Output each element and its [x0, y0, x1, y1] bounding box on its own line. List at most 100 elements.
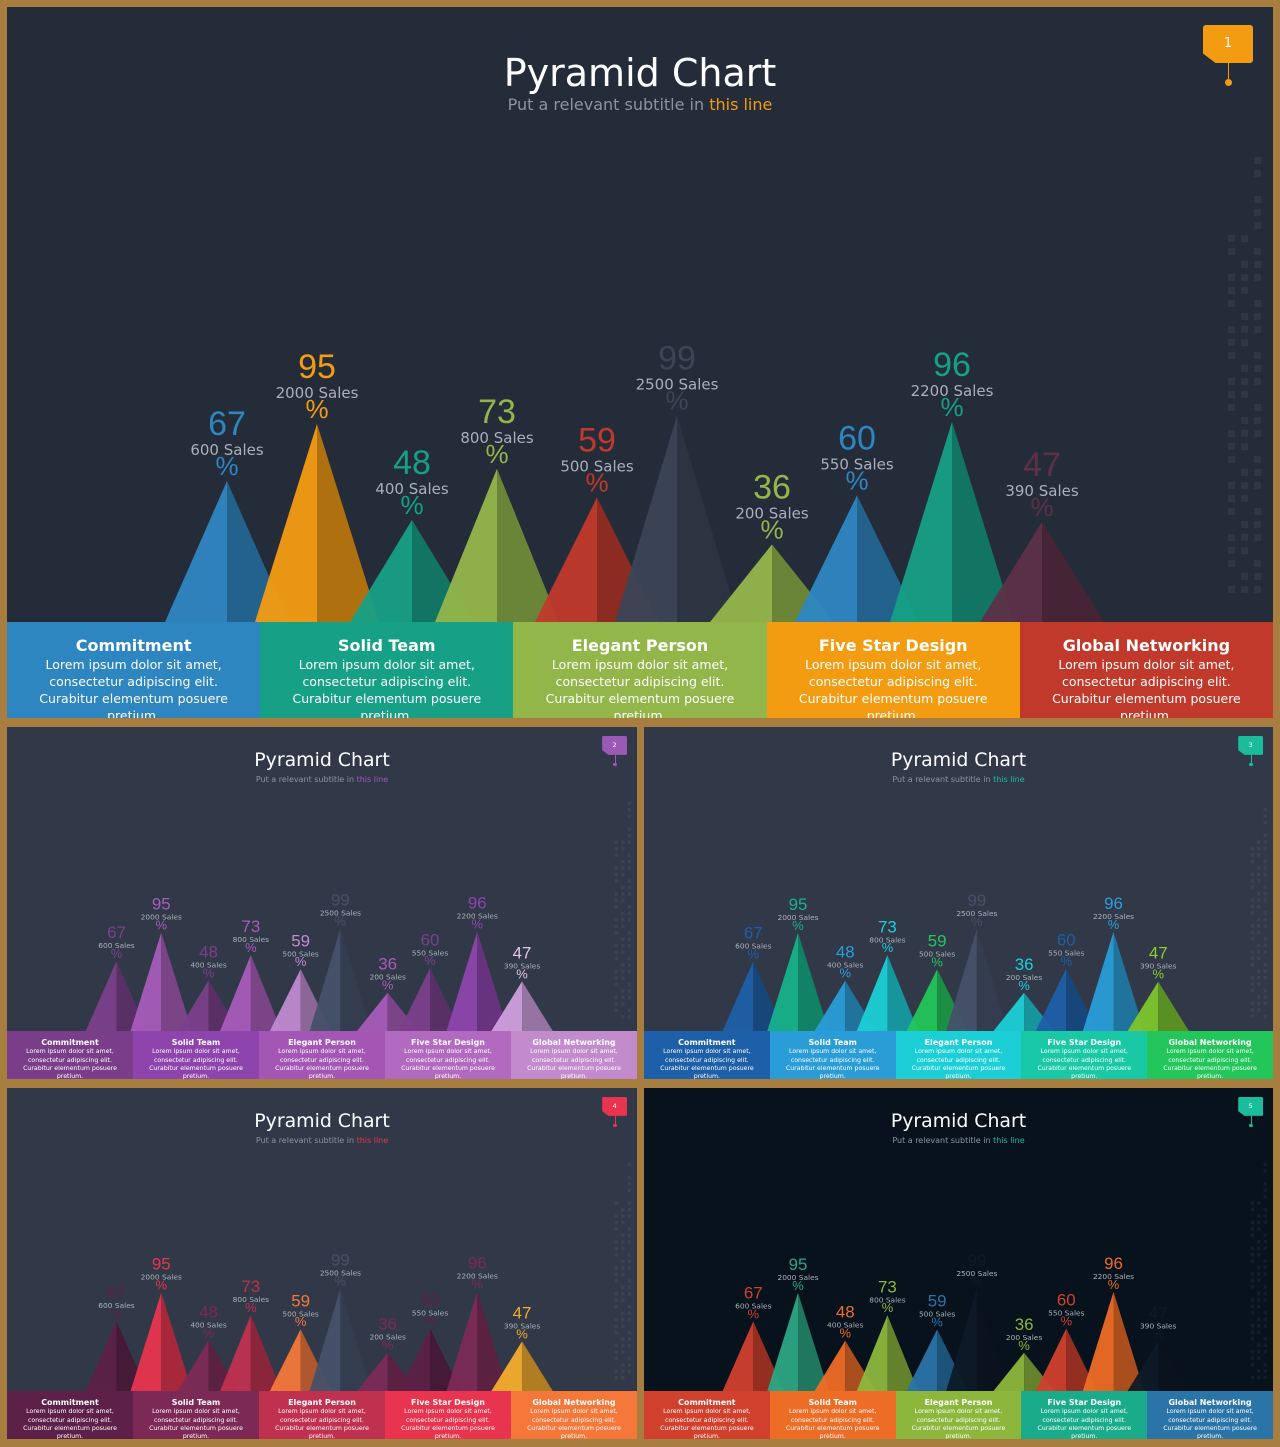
feature-card[interactable]: Five Star Design Lorem ipsum dolor sit am… — [1021, 1391, 1148, 1439]
feature-card[interactable]: Commitment Lorem ipsum dolor sit amet, co… — [7, 1031, 133, 1079]
feature-card[interactable]: Commitment Lorem ipsum dolor sit amet, co… — [7, 622, 261, 718]
pyramid-10 — [1127, 1341, 1190, 1392]
feature-card[interactable]: Five Star Design Lorem ipsum dolor sit am… — [385, 1391, 511, 1439]
slide-thumb-3[interactable]: Pyramid Chart Put a relevant subtitle in … — [644, 727, 1273, 1079]
feature-card[interactable]: Five Star Design Lorem ipsum dolor sit am… — [766, 622, 1020, 718]
pyramid-face-left — [130, 932, 162, 1032]
value-label: 67 — [107, 923, 126, 942]
sales-label: 2000 Sales — [141, 1273, 182, 1282]
pyramid-face-left — [906, 1329, 938, 1392]
card-title: Global Networking — [1062, 636, 1231, 655]
page-title: Pyramid Chart — [890, 748, 1027, 771]
slide-thumb-4[interactable]: Pyramid Chart Put a relevant subtitle in … — [7, 1088, 637, 1439]
feature-card[interactable]: Global Networking Lorem ipsum dolor sit a… — [1147, 1391, 1273, 1439]
card-body: Lorem ipsum dolor sit amet, consectetur … — [798, 657, 988, 718]
percent-sign: % — [382, 978, 394, 993]
percent-sign: % — [931, 1314, 943, 1329]
feature-cards: Commitment Lorem ipsum dolor sit amet, co… — [7, 1391, 637, 1439]
sales-label: 500 Sales — [560, 457, 634, 475]
feature-card[interactable]: Global Networking Lorem ipsum dolor sit a… — [511, 1391, 637, 1439]
percent-sign: % — [760, 514, 783, 544]
card-body: Lorem ipsum dolor sit amet, consectetur … — [275, 1048, 369, 1079]
card-body: Lorem ipsum dolor sit amet, consectetur … — [149, 1408, 243, 1439]
pyramid-2 — [767, 1292, 829, 1392]
sales-label: 600 Sales — [98, 941, 135, 950]
pyramid-face-left — [1127, 1341, 1159, 1392]
percent-sign: % — [424, 953, 436, 968]
feature-cards: Commitment Lorem ipsum dolor sit amet, co… — [644, 1391, 1273, 1439]
sales-label: 550 Sales — [1048, 1308, 1084, 1317]
feature-card[interactable]: Solid Team Lorem ipsum dolor sit amet, co… — [133, 1391, 259, 1439]
feature-card[interactable]: Commitment Lorem ipsum dolor sit amet, co… — [644, 1031, 770, 1079]
card-body: Lorem ipsum dolor sit amet, consectetur … — [401, 1408, 495, 1439]
feature-card[interactable]: Solid Team Lorem ipsum dolor sit amet, co… — [133, 1031, 259, 1079]
pyramid-6 — [946, 1288, 1008, 1392]
feature-card[interactable]: Global Networking Lorem ipsum dolor sit a… — [1019, 622, 1273, 718]
feature-card[interactable]: Five Star Design Lorem ipsum dolor sit am… — [385, 1031, 511, 1079]
sales-label: 2500 Sales — [636, 376, 719, 394]
feature-card[interactable]: Elegant Person Lorem ipsum dolor sit amet… — [895, 1031, 1022, 1079]
value-label: 36 — [1015, 955, 1034, 974]
feature-card[interactable]: Solid Team Lorem ipsum dolor sit amet, co… — [769, 1031, 896, 1079]
sales-label: 2200 Sales — [457, 912, 498, 921]
card-title: Solid Team — [337, 636, 436, 655]
badge-pin-line — [1228, 63, 1229, 79]
pyramid-face-right — [522, 981, 553, 1032]
feature-card[interactable]: Commitment Lorem ipsum dolor sit amet, co… — [7, 1391, 133, 1439]
badge-pin-dot — [613, 1123, 617, 1128]
feature-card[interactable]: Elegant Person Lorem ipsum dolor sit amet… — [513, 622, 767, 718]
pyramid-face-right — [1158, 981, 1190, 1032]
pyramid-face-left — [795, 495, 857, 622]
pyramid-face-left — [767, 932, 799, 1032]
value-label: 48 — [199, 1303, 218, 1322]
sales-label: 500 Sales — [282, 1309, 319, 1318]
slide-main: Pyramid Chart Put a relevant subtitle in … — [7, 7, 1273, 718]
pyramid-face-left — [85, 961, 117, 1032]
card-body: Lorem ipsum dolor sit amet, consectetur … — [149, 1048, 243, 1079]
pyramid-6 — [309, 928, 372, 1032]
sales-label: 390 Sales — [1005, 482, 1079, 500]
percent-sign: % — [245, 940, 257, 955]
percent-sign: % — [971, 1274, 983, 1289]
slide-number-badge: 3 — [1238, 735, 1264, 755]
percent-sign: % — [1152, 1327, 1164, 1342]
feature-card[interactable]: Solid Team Lorem ipsum dolor sit amet, co… — [769, 1391, 896, 1439]
card-body: Lorem ipsum dolor sit amet, consectetur … — [911, 1408, 1006, 1439]
pyramid-face-left — [255, 423, 317, 622]
pyramid-face-right — [976, 1288, 1008, 1392]
sales-label: 2000 Sales — [777, 1273, 818, 1282]
feature-card[interactable]: Commitment Lorem ipsum dolor sit amet, co… — [644, 1391, 770, 1439]
subtitle-highlight: this line — [993, 774, 1025, 784]
slide-number-badge: 2 — [602, 735, 628, 755]
feature-card[interactable]: Solid Team Lorem ipsum dolor sit amet, co… — [260, 622, 514, 718]
value-label: 99 — [331, 1251, 350, 1270]
pyramid-face-left — [399, 968, 430, 1032]
slide-thumb-2[interactable]: Pyramid Chart Put a relevant subtitle in … — [7, 727, 637, 1079]
percent-sign: % — [931, 954, 943, 969]
card-title: Global Networking — [1168, 1398, 1252, 1408]
pyramid-face-left — [767, 1292, 799, 1392]
card-body: Lorem ipsum dolor sit amet, consectetur … — [545, 657, 735, 718]
feature-card[interactable]: Global Networking Lorem ipsum dolor sit a… — [1147, 1031, 1273, 1079]
value-label: 67 — [107, 1283, 126, 1302]
sales-label: 390 Sales — [1140, 962, 1176, 971]
feature-card[interactable]: Elegant Person Lorem ipsum dolor sit amet… — [259, 1031, 385, 1079]
value-label: 36 — [378, 1315, 397, 1334]
dot-pattern-decoration — [614, 1162, 632, 1380]
pyramid-2 — [130, 1292, 193, 1392]
sales-label: 200 Sales — [1006, 973, 1042, 982]
pyramid-9 — [446, 931, 509, 1032]
dot-pattern-decoration — [1250, 1162, 1268, 1380]
card-title: Solid Team — [808, 1038, 857, 1048]
feature-card[interactable]: Elegant Person Lorem ipsum dolor sit amet… — [259, 1391, 385, 1439]
pyramid-10 — [980, 521, 1104, 622]
pyramid-face-right — [1042, 521, 1104, 622]
feature-card[interactable]: Global Networking Lorem ipsum dolor sit a… — [511, 1031, 637, 1079]
feature-card[interactable]: Elegant Person Lorem ipsum dolor sit amet… — [895, 1391, 1022, 1439]
pyramid-10 — [491, 1341, 553, 1392]
card-title: Elegant Person — [288, 1038, 356, 1048]
feature-card[interactable]: Five Star Design Lorem ipsum dolor sit am… — [1021, 1031, 1148, 1079]
percent-sign: % — [1108, 1277, 1120, 1292]
slide-thumb-5[interactable]: Pyramid Chart Put a relevant subtitle in … — [644, 1088, 1273, 1439]
